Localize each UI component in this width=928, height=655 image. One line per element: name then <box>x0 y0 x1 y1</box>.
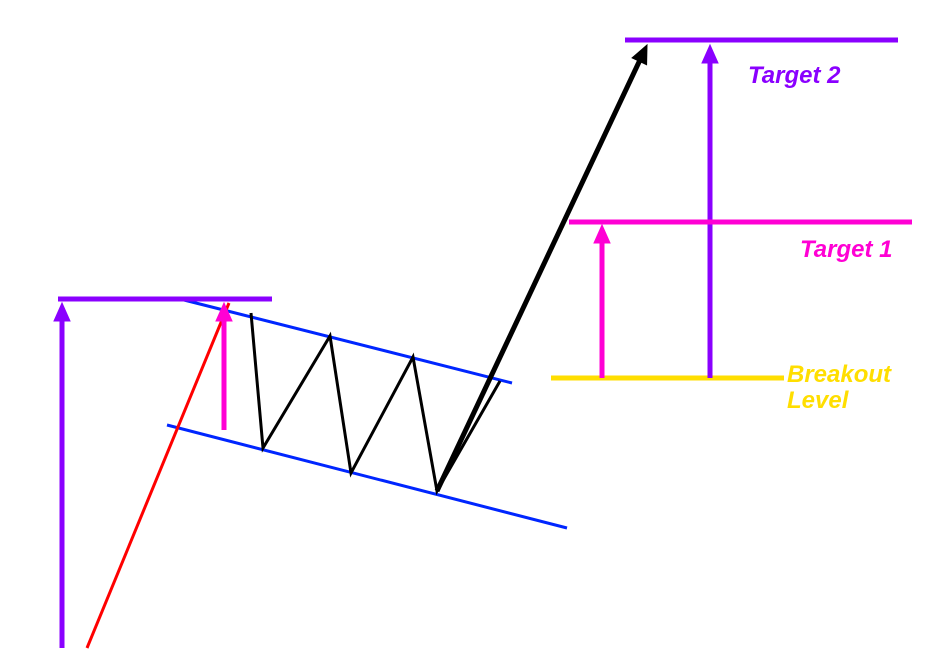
target1-projection-arrow-head <box>594 225 610 243</box>
breakout-arrow-shaft <box>437 52 644 491</box>
label-breakout-level: Breakout Level <box>787 362 891 414</box>
flagpole-line <box>87 303 229 648</box>
label-target-1: Target 1 <box>800 236 892 264</box>
channel-top-line <box>180 299 512 383</box>
pole-height-arrow-head <box>54 303 70 321</box>
breakout-arrow-head <box>632 45 647 65</box>
target2-projection-arrow-head <box>702 45 718 63</box>
price-zigzag <box>251 313 500 491</box>
flag-pattern-diagram <box>0 0 928 655</box>
label-target-2: Target 2 <box>748 62 840 90</box>
